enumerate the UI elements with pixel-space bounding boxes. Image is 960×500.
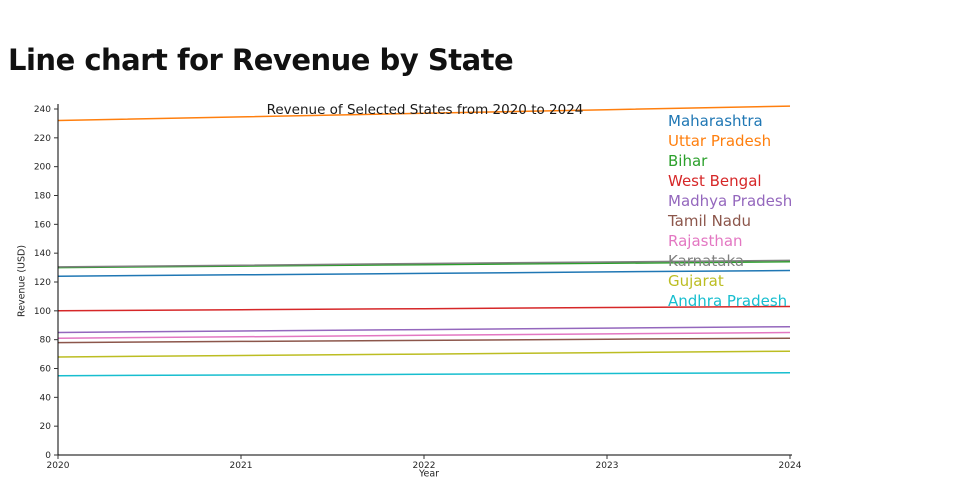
legend-item-andhra-pradesh: Andhra Pradesh (668, 292, 788, 310)
x-tick-label: 2022 (413, 461, 436, 471)
y-tick-label: 100 (34, 307, 51, 317)
y-tick-label: 200 (34, 163, 51, 173)
y-tick-label: 40 (40, 393, 52, 403)
y-tick-label: 220 (34, 134, 51, 144)
legend-item-west-bengal: West Bengal (668, 172, 762, 190)
y-tick-label: 60 (40, 365, 52, 375)
x-tick-label: 2023 (596, 461, 619, 471)
legend-item-bihar: Bihar (668, 152, 708, 170)
series-line-andhra-pradesh (57, 372, 791, 377)
y-tick-label: 0 (45, 451, 51, 461)
y-tick-label: 160 (34, 220, 51, 230)
series-line-gujarat (57, 350, 791, 358)
series-line-bihar (57, 261, 791, 269)
y-tick-label: 20 (40, 422, 52, 432)
legend-item-madhya-pradesh: Madhya Pradesh (668, 192, 793, 210)
y-tick-label: 140 (34, 249, 51, 259)
series-line-uttar-pradesh (57, 105, 791, 122)
legend-item-tamil-nadu: Tamil Nadu (668, 212, 752, 230)
x-tick-label: 2020 (47, 461, 70, 471)
y-tick-label: 80 (40, 336, 52, 346)
series-line-west-bengal (57, 305, 791, 312)
page-title: Line chart for Revenue by State (8, 43, 514, 78)
legend-item-karnataka: Karnataka (668, 252, 745, 270)
x-axis-label: Year (418, 468, 440, 480)
legend: Maharashtra Uttar Pradesh Bihar West Bengal… (668, 111, 792, 311)
legend-item-uttar-pradesh: Uttar Pradesh (668, 132, 772, 150)
series-line-tamil-nadu (57, 337, 791, 344)
legend-item-gujarat: Gujarat (668, 272, 724, 290)
series-line-madhya-pradesh (57, 325, 791, 334)
legend-item-rajasthan: Rajasthan (668, 232, 743, 250)
y-tick-label: 180 (34, 192, 51, 202)
series-line-maharashtra (57, 269, 791, 277)
x-tick-label: 2021 (230, 461, 253, 471)
y-tick-label: 120 (34, 278, 51, 288)
x-tick-label: 2024 (779, 461, 802, 471)
series-line-rajasthan (57, 331, 791, 339)
series-line-karnataka (57, 259, 791, 268)
legend-item-maharashtra: Maharashtra (668, 112, 763, 130)
y-axis-label: Revenue (USD) (16, 244, 28, 318)
chart-title: Revenue of Selected States from 2020 to … (266, 102, 584, 118)
y-tick-label: 240 (34, 105, 51, 115)
